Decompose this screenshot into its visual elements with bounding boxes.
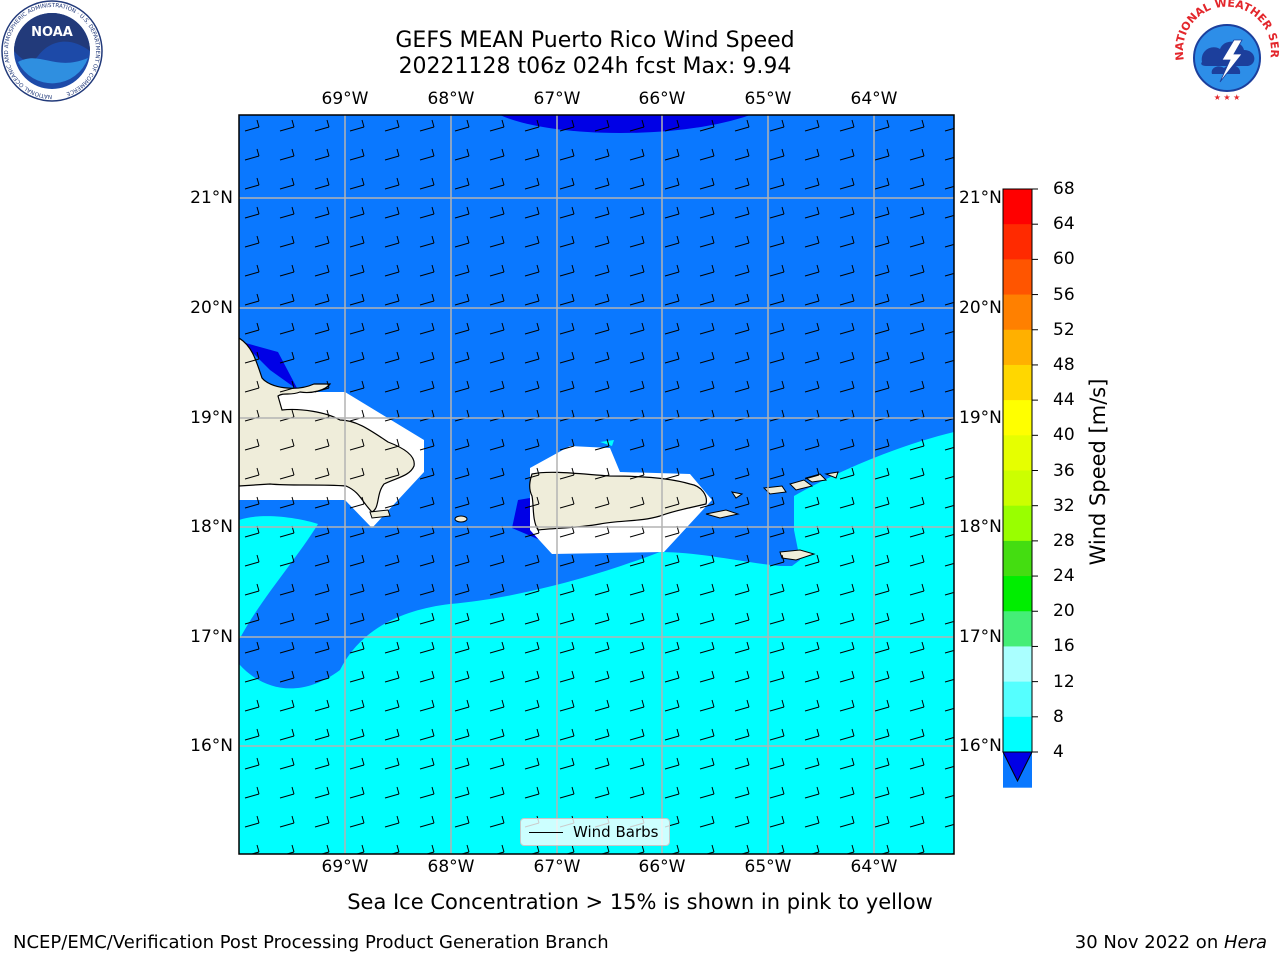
lon-label-top: 64°W: [850, 89, 898, 109]
colorbar-tick-label: 28: [1053, 530, 1075, 551]
map-gridlines: [239, 115, 954, 854]
nws-logo: NATIONAL WEATHER SERVICE ★ ★ ★: [1172, 0, 1280, 105]
colorbar-tick-label: 12: [1053, 671, 1075, 692]
lat-label-right: 21°N: [959, 188, 1002, 208]
lat-label-right: 20°N: [959, 298, 1002, 318]
colorbar-segment: [1003, 329, 1032, 366]
lon-label-bottom: 66°W: [638, 857, 686, 877]
lon-label-top: 68°W: [427, 89, 475, 109]
colorbar-segment: [1003, 189, 1032, 225]
lat-label-left: 21°N: [190, 188, 233, 208]
forecast-info: 20221128 t06z 024h fcst Max: 9.94: [398, 54, 792, 79]
lon-label-bottom: 67°W: [533, 857, 581, 877]
lon-label-top: 66°W: [638, 89, 686, 109]
map-frame: [238, 114, 955, 855]
colorbar-segment: [1003, 435, 1032, 471]
legend-label: Wind Barbs: [573, 823, 659, 841]
colorbar-segment: [1003, 400, 1032, 436]
lat-label-right: 18°N: [959, 517, 1002, 537]
footer-branch: NCEP/EMC/Verification Post Processing Pr…: [13, 932, 609, 953]
colorbar-segment: [1003, 364, 1032, 401]
colorbar-tick-label: 64: [1053, 214, 1075, 235]
colorbar-segment: [1003, 259, 1032, 296]
lat-label-left: 20°N: [190, 298, 233, 318]
colorbar-segment: [1003, 540, 1032, 577]
lat-label-left: 18°N: [190, 517, 233, 537]
lon-label-bottom: 65°W: [744, 857, 792, 877]
svg-text:★ ★ ★: ★ ★ ★: [1214, 93, 1241, 102]
colorbar-segment: [1003, 611, 1032, 647]
colorbar-tick-label: 24: [1053, 566, 1075, 587]
colorbar-tick-label: 44: [1053, 390, 1075, 411]
lon-label-top: 65°W: [744, 89, 792, 109]
lon-label-bottom: 64°W: [850, 857, 898, 877]
colorbar-segment: [1003, 716, 1032, 753]
colorbar-tick-label: 36: [1053, 460, 1075, 481]
legend-line: [529, 832, 563, 833]
lon-label-bottom: 68°W: [427, 857, 475, 877]
colorbar-tick-label: 48: [1053, 354, 1075, 375]
map-title: GEFS MEAN Puerto Rico Wind Speed: [395, 28, 795, 53]
lat-label-left: 16°N: [190, 736, 233, 756]
colorbar-tick-label: 60: [1053, 249, 1075, 270]
colorbar-tick-label: 52: [1053, 319, 1075, 340]
colorbar-segment: [1003, 576, 1032, 612]
legend: Wind Barbs: [520, 818, 670, 846]
colorbar-segment: [1003, 470, 1032, 507]
noaa-logo-text: NOAA: [31, 25, 73, 40]
lon-label-top: 67°W: [533, 89, 581, 109]
lat-label-left: 17°N: [190, 627, 233, 647]
colorbar-tick-label: 32: [1053, 495, 1075, 516]
colorbar-tick-label: 68: [1053, 179, 1075, 199]
colorbar-segment: [1003, 646, 1032, 683]
colorbar-tick-label: 16: [1053, 636, 1075, 657]
footer-date-text: 30 Nov 2022 on: [1074, 932, 1224, 953]
lon-label-bottom: 69°W: [321, 857, 369, 877]
colorbar-tick-label: 20: [1053, 601, 1075, 622]
lat-label-right: 19°N: [959, 408, 1002, 428]
lat-label-right: 16°N: [959, 736, 1002, 756]
lat-label-right: 17°N: [959, 627, 1002, 647]
sea-ice-note: Sea Ice Concentration > 15% is shown in …: [347, 890, 933, 914]
colorbar-tick-label: 56: [1053, 284, 1075, 305]
colorbar-segment: [1003, 505, 1032, 542]
footer-machine: Hera: [1223, 932, 1267, 953]
colorbar-segment: [1003, 224, 1032, 260]
lat-label-left: 19°N: [190, 408, 233, 428]
lon-label-top: 69°W: [321, 89, 369, 109]
wind-barbs: [239, 115, 954, 854]
colorbar-tick-label: 40: [1053, 425, 1075, 446]
colorbar-label: Wind Speed [m/s]: [1086, 378, 1110, 566]
noaa-logo: NATIONAL OCEANIC AND ATMOSPHERIC ADMINIS…: [1, 0, 103, 102]
colorbar-segment: [1003, 294, 1032, 331]
colorbar-segment: [1003, 681, 1032, 718]
colorbar-tick-label: 8: [1053, 706, 1064, 727]
colorbar-tick-label: 4: [1053, 742, 1064, 762]
footer-date: 30 Nov 2022 on Hera: [1075, 932, 1267, 953]
